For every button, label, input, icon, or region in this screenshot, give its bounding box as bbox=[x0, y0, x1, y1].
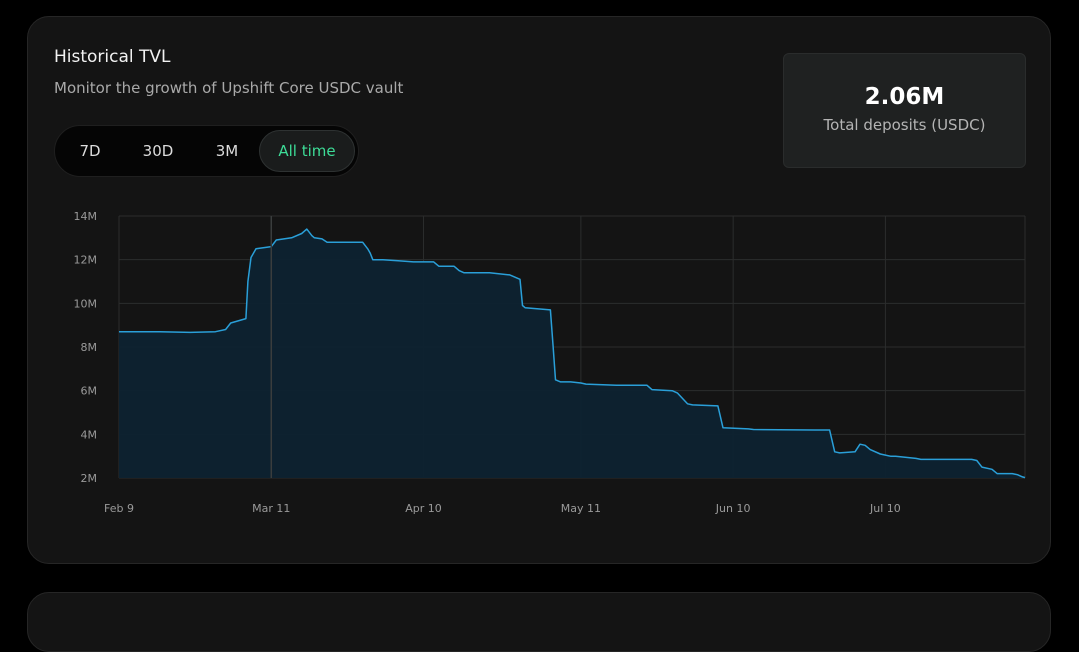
y-tick-label: 10M bbox=[74, 297, 98, 310]
total-deposits-label: Total deposits (USDC) bbox=[823, 116, 986, 134]
x-tick-label: Jun 10 bbox=[715, 502, 751, 515]
range-7d-button[interactable]: 7D bbox=[79, 142, 101, 160]
total-deposits-stat: 2.06M Total deposits (USDC) bbox=[783, 53, 1026, 168]
time-range-selector: 7D 30D 3M All time bbox=[54, 125, 359, 177]
y-tick-label: 14M bbox=[74, 210, 98, 223]
y-tick-label: 6M bbox=[81, 385, 98, 398]
x-tick-label: Mar 11 bbox=[252, 502, 290, 515]
range-30d-button[interactable]: 30D bbox=[142, 142, 174, 160]
range-3m-button[interactable]: 3M bbox=[215, 142, 239, 160]
x-tick-label: Feb 9 bbox=[104, 502, 134, 515]
page-title: Historical TVL bbox=[54, 47, 171, 67]
tvl-series-line bbox=[119, 228, 1026, 479]
y-tick-label: 12M bbox=[74, 254, 98, 267]
x-tick-label: Apr 10 bbox=[405, 502, 442, 515]
y-axis-ticks: 2M 4M 6M 8M 10M 12M 14M bbox=[74, 210, 98, 485]
x-tick-label: May 11 bbox=[561, 502, 601, 515]
chart-area-layer bbox=[119, 216, 1026, 479]
y-tick-label: 4M bbox=[81, 428, 98, 441]
y-tick-label: 8M bbox=[81, 341, 98, 354]
tvl-area-fill bbox=[119, 229, 1025, 478]
x-axis-ticks: Feb 9 Mar 11 Apr 10 May 11 Jun 10 Jul 10 bbox=[104, 502, 901, 515]
total-deposits-value: 2.06M bbox=[864, 84, 945, 110]
range-all-time-button[interactable]: All time bbox=[259, 130, 355, 172]
tvl-area-chart: 2M 4M 6M 8M 10M 12M 14M Feb 9 Mar 11 Apr 10 May 1… bbox=[74, 210, 1026, 515]
x-tick-label: Jul 10 bbox=[869, 502, 901, 515]
page-subtitle: Monitor the growth of Upshift Core USDC … bbox=[54, 79, 404, 97]
y-tick-label: 2M bbox=[81, 472, 98, 485]
